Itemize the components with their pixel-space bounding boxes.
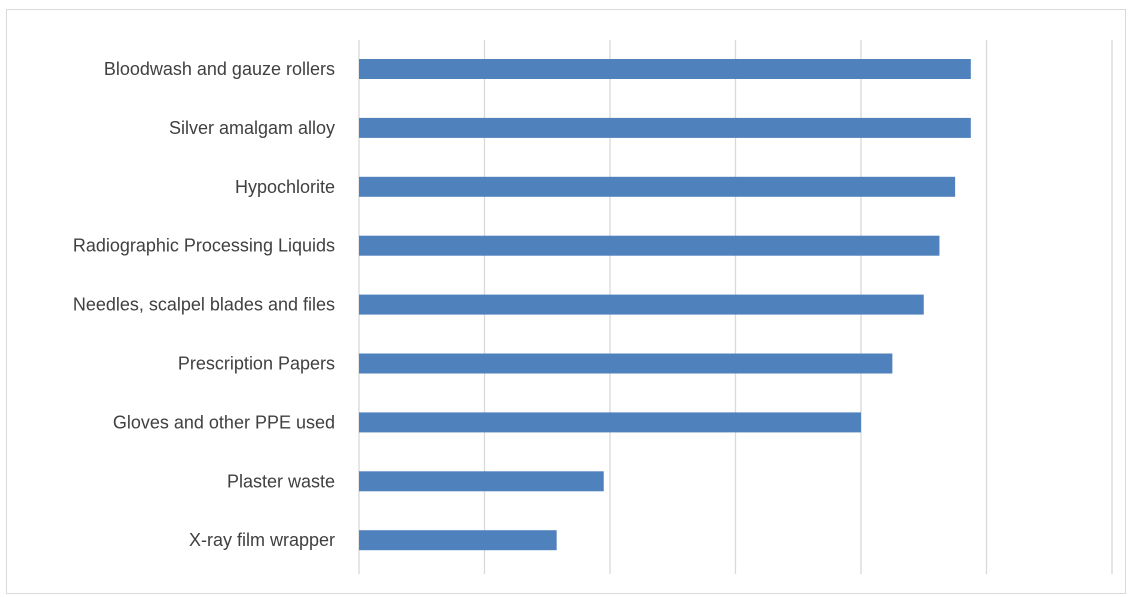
category-label-0: Bloodwash and gauze rollers: [104, 59, 335, 79]
bar-1: [359, 117, 971, 138]
category-label-7: Plaster waste: [227, 471, 335, 491]
bar-8: [359, 530, 557, 551]
category-label-layer: Bloodwash and gauze rollers Silver amalga…: [73, 59, 335, 550]
category-label-2: Hypochlorite: [235, 177, 335, 197]
category-label-3: Radiographic Processing Liquids: [73, 236, 335, 256]
bar-2: [359, 176, 956, 197]
bar-6: [359, 412, 861, 433]
category-label-6: Gloves and other PPE used: [113, 412, 335, 432]
category-label-8: X-ray film wrapper: [189, 530, 335, 550]
bar-7: [359, 471, 604, 492]
category-label-4: Needles, scalpel blades and files: [73, 295, 335, 315]
bar-layer: [359, 59, 971, 551]
bar-0: [359, 59, 971, 79]
bar-5: [359, 353, 893, 374]
category-label-1: Silver amalgam alloy: [169, 118, 335, 138]
bar-4: [359, 294, 924, 315]
category-label-5: Prescription Papers: [178, 354, 335, 374]
bar-3: [359, 235, 940, 256]
